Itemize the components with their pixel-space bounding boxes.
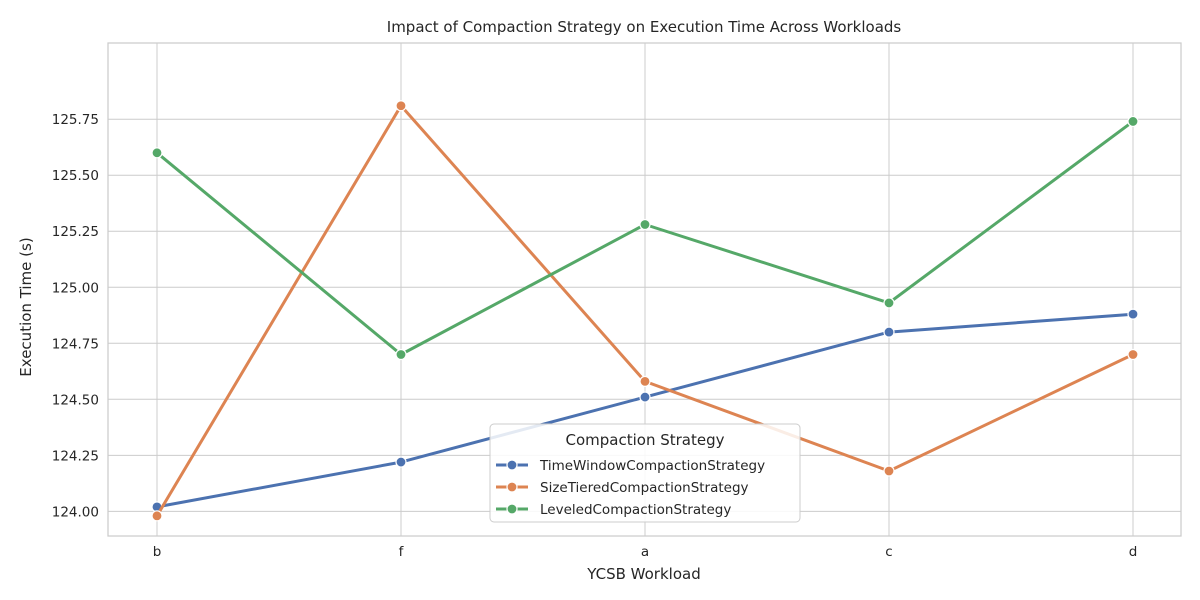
x-tick-label: b: [153, 544, 162, 560]
y-tick-label: 124.25: [52, 448, 99, 464]
legend-item: LeveledCompactionStrategy: [496, 502, 731, 518]
data-point: [639, 375, 651, 387]
series-group: [151, 115, 1139, 361]
data-point: [883, 297, 895, 309]
legend: Compaction Strategy TimeWindowCompaction…: [489, 423, 801, 523]
tick-labels: b f a c d 124.00 124.25 124.50 124.75 125.00 125.2…: [52, 112, 1138, 560]
chart-title: Impact of Compaction Strategy on Executi…: [387, 18, 902, 36]
legend-box: [489, 423, 801, 523]
legend-item: TimeWindowCompactionStrategy: [496, 458, 765, 474]
legend-swatch-marker: [506, 503, 518, 515]
legend-label: LeveledCompactionStrategy: [540, 502, 731, 518]
data-point: [1127, 115, 1139, 128]
data-point: [395, 348, 407, 361]
legend-items: TimeWindowCompactionStrategy SizeTieredCo…: [496, 458, 765, 518]
data-point: [395, 100, 407, 112]
legend-item: SizeTieredCompactionStrategy: [496, 480, 749, 496]
data-point: [639, 391, 651, 403]
legend-swatch-marker: [506, 481, 518, 493]
y-tick-label: 125.25: [52, 224, 99, 240]
data-point: [151, 510, 163, 522]
x-tick-label: c: [885, 544, 892, 560]
y-tick-label: 125.75: [52, 112, 99, 128]
y-tick-label: 124.50: [52, 392, 99, 408]
series-group: [151, 100, 1139, 522]
plot-frame: [107, 42, 1182, 537]
data-point: [395, 456, 407, 468]
y-tick-label: 125.50: [52, 168, 99, 184]
data-point: [883, 465, 895, 477]
y-tick-label: 124.75: [52, 336, 99, 352]
x-axis-label: YCSB Workload: [586, 565, 700, 583]
data-point: [639, 218, 651, 231]
legend-title: Compaction Strategy: [566, 431, 725, 449]
data-point: [1127, 308, 1139, 320]
x-tick-label: d: [1129, 544, 1138, 560]
data-point: [883, 326, 895, 338]
series-lines: [151, 100, 1139, 522]
data-point: [151, 147, 163, 159]
x-tick-label: a: [641, 544, 649, 560]
y-axis-label: Execution Time (s): [17, 237, 35, 376]
legend-swatch-marker: [506, 459, 518, 471]
y-tick-label: 124.00: [52, 504, 99, 520]
data-point: [1127, 348, 1139, 361]
legend-label: SizeTieredCompactionStrategy: [540, 480, 749, 496]
x-tick-label: f: [399, 544, 405, 560]
y-tick-label: 125.00: [52, 280, 99, 296]
series-group: [151, 308, 1139, 513]
legend-label: TimeWindowCompactionStrategy: [539, 458, 765, 474]
